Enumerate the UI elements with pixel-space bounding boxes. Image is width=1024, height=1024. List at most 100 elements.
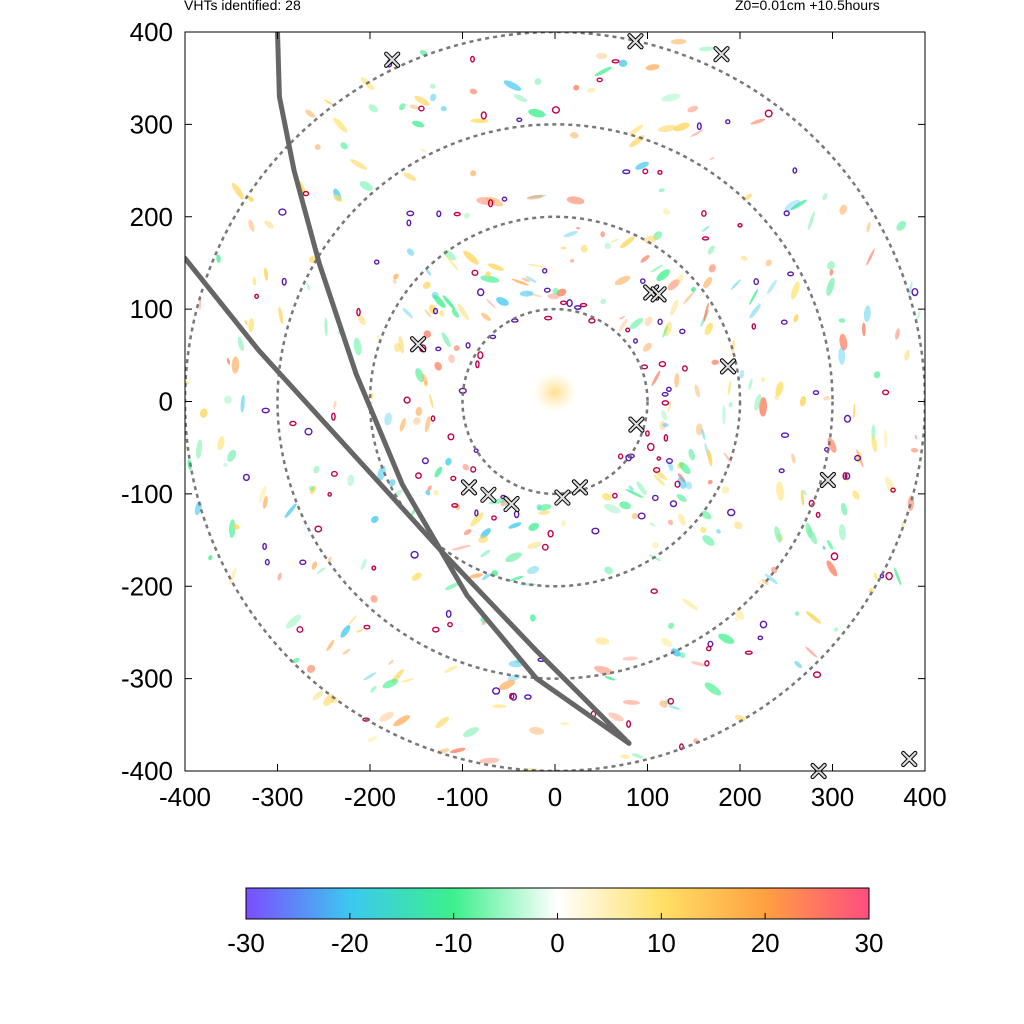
field-streak <box>805 611 822 624</box>
field-streak <box>434 361 443 371</box>
field-streak <box>670 299 679 316</box>
field-streak <box>529 614 536 622</box>
field-streak <box>403 172 416 181</box>
field-streak <box>775 381 784 397</box>
field-streak <box>670 38 687 45</box>
vht-marker-fill <box>720 359 736 374</box>
field-streak <box>760 376 766 383</box>
field-streak <box>529 727 545 735</box>
field-streak <box>915 310 921 323</box>
field-streak <box>695 423 703 436</box>
vorticity-contour <box>596 77 603 83</box>
field-streak <box>735 609 745 620</box>
field-streak <box>402 307 413 319</box>
radius-rings <box>185 32 925 771</box>
field-streak <box>324 99 335 106</box>
field-streak <box>604 566 613 575</box>
vorticity-contour <box>727 508 736 517</box>
vorticity-contour <box>651 494 659 502</box>
storm-track <box>185 255 632 746</box>
field-streak <box>658 188 665 193</box>
field-streak <box>702 535 715 546</box>
radius-ring <box>461 307 649 496</box>
field-streak <box>311 561 318 570</box>
field-streak <box>412 120 425 128</box>
vht-marker <box>460 479 478 496</box>
field-streak <box>429 304 437 315</box>
vorticity-contour <box>656 456 662 461</box>
field-streak <box>840 502 848 516</box>
field-streak <box>340 142 348 150</box>
field-streak <box>625 489 644 498</box>
field-streak <box>707 479 713 485</box>
field-streak <box>663 321 672 337</box>
field-streak <box>527 566 540 575</box>
field-streak <box>727 380 731 396</box>
radius-ring <box>368 215 742 588</box>
field-streak <box>406 248 415 256</box>
field-streak <box>631 512 638 520</box>
field-streak <box>662 325 669 338</box>
vht-marker-fill <box>461 480 477 495</box>
vorticity-contour <box>465 342 471 349</box>
vorticity-contour <box>330 470 338 477</box>
field-streak <box>415 368 424 383</box>
field-streak <box>594 665 613 675</box>
vorticity-contour <box>737 222 743 228</box>
vorticity-contour <box>543 287 551 293</box>
vorticity-contour <box>541 543 549 551</box>
field-streak <box>208 555 213 561</box>
field-streak <box>604 676 616 681</box>
x-tick-label: -200 <box>344 782 396 812</box>
field-streak <box>866 248 875 266</box>
vorticity-field <box>185 38 921 793</box>
vorticity-contour <box>435 346 442 352</box>
vorticity-contour <box>617 453 624 460</box>
field-streak <box>690 286 697 293</box>
field-streak <box>306 664 316 673</box>
field-streak <box>348 615 357 626</box>
vht-marker <box>480 486 497 503</box>
vorticity-contour <box>661 391 669 397</box>
field-streak <box>800 490 805 506</box>
field-streak <box>829 269 834 276</box>
field-streak <box>399 103 406 111</box>
field-streak <box>749 288 759 305</box>
field-streak <box>518 783 535 793</box>
vorticity-contour <box>637 512 646 520</box>
field-streak <box>368 104 378 113</box>
field-streak <box>573 84 580 91</box>
field-streak <box>629 317 644 330</box>
field-streak <box>526 194 544 200</box>
field-streak <box>852 403 856 420</box>
field-streak <box>478 535 489 544</box>
field-streak <box>628 485 634 492</box>
field-streak <box>739 369 745 379</box>
vorticity-contour <box>757 635 764 641</box>
vorticity-contour <box>842 472 848 481</box>
vorticity-contour <box>663 433 669 442</box>
axes: -400 -300 -200 -100 0 100 200 300 400 -400 -300 -20… <box>121 17 947 812</box>
run-info-label: Z0=0.01cm +10.5hours <box>735 0 880 13</box>
field-streak <box>423 281 431 290</box>
vorticity-contour <box>264 558 270 566</box>
colorbar-tick-label: 20 <box>751 928 780 958</box>
vorticity-contour <box>645 430 650 437</box>
field-streak <box>703 276 713 289</box>
field-streak <box>485 196 504 207</box>
field-streak <box>691 661 707 667</box>
field-streak <box>620 754 630 759</box>
field-streak <box>463 529 472 536</box>
field-streak <box>676 273 684 285</box>
field-streak <box>679 462 691 474</box>
field-streak <box>237 336 245 352</box>
vorticity-contour <box>410 550 419 559</box>
vorticity-contour <box>650 588 658 595</box>
vorticity-contour <box>447 433 455 441</box>
vorticity-contour <box>844 472 851 480</box>
field-streak <box>628 124 644 136</box>
vorticity-contour <box>542 267 548 274</box>
vorticity-contour <box>363 624 371 630</box>
vorticity-contour <box>759 620 768 629</box>
field-streak <box>679 652 686 659</box>
